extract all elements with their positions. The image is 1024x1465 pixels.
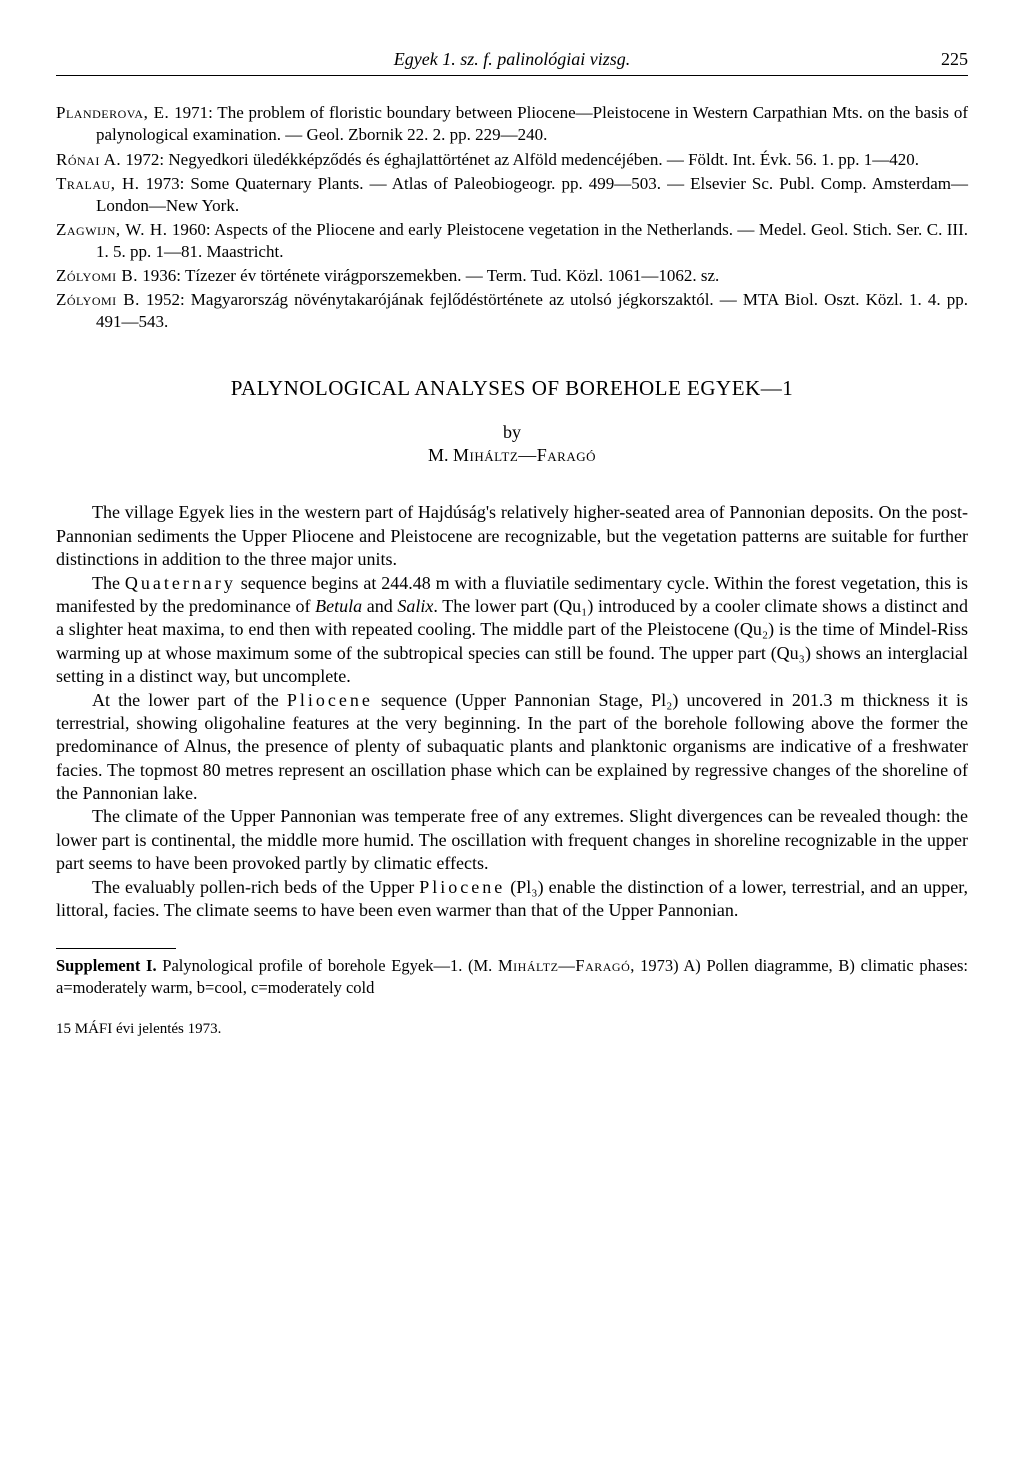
text-run: and	[362, 596, 397, 616]
by-label: by	[503, 422, 521, 442]
reference-item: Tralau, H. 1973: Some Quaternary Plants.…	[56, 173, 968, 217]
references-block: Planderova, E. 1971: The problem of flor…	[56, 102, 968, 333]
spaced-term: Pliocene	[287, 690, 373, 710]
article-title: PALYNOLOGICAL ANALYSES OF BOREHOLE EGYEK…	[56, 375, 968, 402]
italic-term: Betula	[315, 596, 362, 616]
ref-text: 1973: Some Quaternary Plants. — Atlas of…	[96, 174, 968, 215]
ref-author: Tralau, H.	[56, 174, 140, 193]
text-run: The	[92, 573, 125, 593]
footnote: Supplement I. Palynological profile of b…	[56, 955, 968, 998]
footnote-author: Miháltz—Faragó	[498, 956, 630, 975]
paragraph: At the lower part of the Pliocene sequen…	[56, 689, 968, 806]
ref-author: Zólyomi B.	[56, 290, 140, 309]
paragraph: The evaluably pollen-rich beds of the Up…	[56, 876, 968, 923]
text-run: At the lower part of the	[92, 690, 287, 710]
paragraph: The climate of the Upper Pannonian was t…	[56, 805, 968, 875]
article-body: The village Egyek lies in the western pa…	[56, 501, 968, 922]
text-run: The evaluably pollen-rich beds of the Up…	[92, 877, 419, 897]
spaced-term: Pliocene	[419, 877, 505, 897]
reference-item: Zólyomi B. 1936: Tízezer év története vi…	[56, 265, 968, 287]
author-prefix: M.	[428, 445, 453, 465]
ref-text: 1936: Tízezer év története virágporszeme…	[138, 266, 719, 285]
ref-text: 1952: Magyarország növénytakarójának fej…	[96, 290, 968, 331]
reference-item: Zagwijn, W. H. 1960: Aspects of the Plio…	[56, 219, 968, 263]
page-footer: 15 MÁFI évi jelentés 1973.	[56, 1020, 968, 1040]
footnote-label: Supplement I.	[56, 956, 157, 975]
ref-text: 1972: Negyedkori üledékképződés és éghaj…	[121, 150, 919, 169]
ref-author: Zólyomi B.	[56, 266, 138, 285]
footnote-text: Palynological profile of borehole Egyek—…	[157, 956, 498, 975]
italic-term: Salix	[397, 596, 433, 616]
running-title: Egyek 1. sz. f. palinológiai vizsg.	[116, 48, 908, 71]
paragraph: The Quaternary sequence begins at 244.48…	[56, 572, 968, 689]
author-name: Miháltz—Faragó	[453, 445, 596, 465]
reference-item: Zólyomi B. 1952: Magyarország növénytaka…	[56, 289, 968, 333]
ref-author: Zagwijn, W. H.	[56, 220, 167, 239]
spaced-term: Quaternary	[125, 573, 236, 593]
paragraph: The village Egyek lies in the western pa…	[56, 501, 968, 571]
byline: by M. Miháltz—Faragó	[56, 421, 968, 468]
reference-item: Rónai A. 1972: Negyedkori üledékképződés…	[56, 149, 968, 171]
reference-item: Planderova, E. 1971: The problem of flor…	[56, 102, 968, 146]
ref-text: 1971: The problem of floristic boundary …	[96, 103, 968, 144]
footnote-rule	[56, 948, 176, 949]
ref-author: Planderova, E.	[56, 103, 169, 122]
page-number: 225	[908, 48, 968, 71]
running-header: Egyek 1. sz. f. palinológiai vizsg. 225	[56, 48, 968, 76]
ref-author: Rónai A.	[56, 150, 121, 169]
ref-text: 1960: Aspects of the Pliocene and early …	[96, 220, 968, 261]
